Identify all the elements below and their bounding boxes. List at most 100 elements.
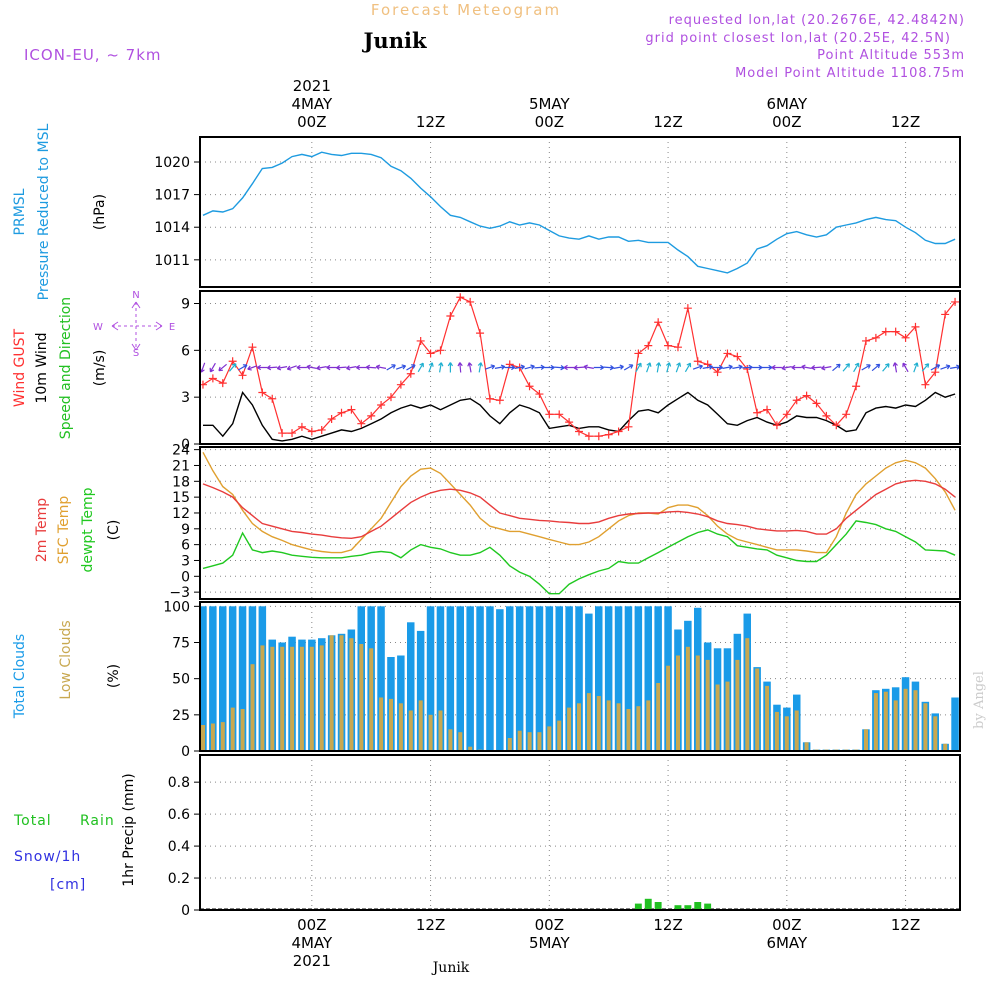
wind-direction-arrow <box>613 364 624 370</box>
wind-direction-arrow <box>375 364 387 370</box>
low-cloud-bar <box>646 700 651 751</box>
low-cloud-bar <box>735 659 740 751</box>
wind-direction-arrow <box>930 364 941 371</box>
gust-marker <box>832 421 841 430</box>
low-cloud-bar <box>586 693 591 751</box>
total-cloud-bar <box>614 606 623 751</box>
precip-labels: Total Rain Snow/1h [cm] 1hr Precip (mm) <box>13 773 137 893</box>
pressure-frame <box>199 136 961 288</box>
top-time-label: 12Z <box>416 113 445 131</box>
top-time-label: 00Z <box>772 113 801 131</box>
temp-ytick-label: 24 <box>172 443 190 459</box>
gust-marker <box>396 380 405 389</box>
gust-marker <box>416 336 425 345</box>
low-cloud-bar <box>468 746 473 751</box>
low-cloud-bar <box>389 698 393 751</box>
total-cloud-bar <box>219 606 227 751</box>
wind-direction-arrow <box>365 364 377 370</box>
watermark: by Angel <box>972 671 987 729</box>
gust-marker <box>495 396 504 405</box>
pressure-label-msl: Pressure Reduced to MSL <box>36 123 52 300</box>
gust-marker <box>406 369 415 378</box>
wind-direction-arrow <box>237 364 248 371</box>
sfc-temp-line <box>202 451 956 554</box>
low-cloud-bar <box>438 710 443 751</box>
low-cloud-bar <box>220 722 225 751</box>
wind-direction-arrow <box>853 362 860 373</box>
gust-marker <box>347 405 356 414</box>
low-cloud-bar <box>230 707 235 751</box>
total-cloud-bar <box>209 606 217 751</box>
low-cloud-bar <box>260 645 265 751</box>
requested-coords: requested lon,lat (20.2676E, 42.4842N) <box>669 13 965 28</box>
low-cloud-bar <box>319 645 324 751</box>
wind-direction-arrow <box>646 362 652 373</box>
clouds-ytick-label: 0 <box>181 744 190 760</box>
gust-marker <box>861 336 870 345</box>
compass-s: S <box>133 348 139 359</box>
gust-marker <box>604 430 613 439</box>
wind-direction-arrow <box>266 365 278 371</box>
wind-direction-arrow <box>355 364 367 371</box>
precip-bar <box>684 905 692 910</box>
precip-label-cm: [cm] <box>50 877 86 893</box>
gust-marker <box>901 333 910 342</box>
compass-n: N <box>132 290 139 301</box>
gust-marker <box>881 327 890 336</box>
wind-direction-arrow <box>665 362 672 373</box>
low-cloud-bar <box>537 732 542 751</box>
low-cloud-bar <box>883 691 888 751</box>
gust-marker <box>614 427 623 436</box>
gust-marker <box>268 394 277 403</box>
chart-title: Forecast Meteogram <box>371 1 561 19</box>
gust-marker <box>208 374 217 383</box>
gust-marker <box>248 343 257 352</box>
bottom-time-label: 4MAY <box>291 934 333 952</box>
gust-marker <box>951 297 960 306</box>
wind-direction-arrow <box>623 364 634 371</box>
low-cloud-bar <box>408 710 413 751</box>
temp-ytick-label: 18 <box>172 474 190 490</box>
wind-direction-arrow <box>534 364 545 370</box>
wind-direction-arrow <box>544 364 555 371</box>
wind-label-speeddir: Speed and Direction <box>58 297 74 439</box>
compass-e: E <box>169 322 175 333</box>
wind-direction-arrow <box>722 364 733 370</box>
gust-marker <box>693 357 702 366</box>
total-cloud-bar <box>486 606 494 751</box>
clouds-ytick-label: 100 <box>163 599 190 615</box>
low-cloud-bar <box>864 729 868 751</box>
pressure-ytick-label: 1014 <box>154 220 190 236</box>
low-cloud-bar <box>299 646 304 751</box>
gust-marker <box>307 427 316 436</box>
temp-ytick-label: 3 <box>181 553 190 569</box>
low-cloud-bar <box>676 655 680 751</box>
wind-direction-arrow <box>316 365 327 371</box>
top-time-label: 5MAY <box>529 95 571 113</box>
total-cloud-bar <box>624 606 633 751</box>
gust-marker <box>911 322 920 331</box>
wind-direction-arrow <box>842 363 850 372</box>
low-cloud-bar <box>339 635 344 751</box>
gust-marker <box>446 311 455 320</box>
gust-marker <box>802 391 811 400</box>
wind-ytick-label: 6 <box>181 343 190 359</box>
wind-panel: 0 3 6 9 <box>181 290 961 453</box>
precip-unit: 1hr Precip (mm) <box>121 773 137 886</box>
bottom-time-label: 12Z <box>653 916 682 934</box>
bottom-time-label: 00Z <box>535 916 564 934</box>
wind-direction-arrow <box>635 362 642 373</box>
low-cloud-bar <box>695 655 700 751</box>
top-time-label: 12Z <box>653 113 682 131</box>
low-cloud-bar <box>685 646 690 751</box>
gridpoint-coords: grid point closest lon,lat (20.25E, 42.5… <box>645 31 951 46</box>
temp-ytick-label: −3 <box>169 585 190 601</box>
total-cloud-bar <box>466 606 474 751</box>
wind-direction-arrow <box>218 363 227 372</box>
total-cloud-bar <box>525 606 534 751</box>
wind-direction-arrow <box>447 362 454 373</box>
gust-marker <box>673 343 682 352</box>
low-cloud-bar <box>923 703 928 751</box>
precip-bar <box>694 902 702 910</box>
